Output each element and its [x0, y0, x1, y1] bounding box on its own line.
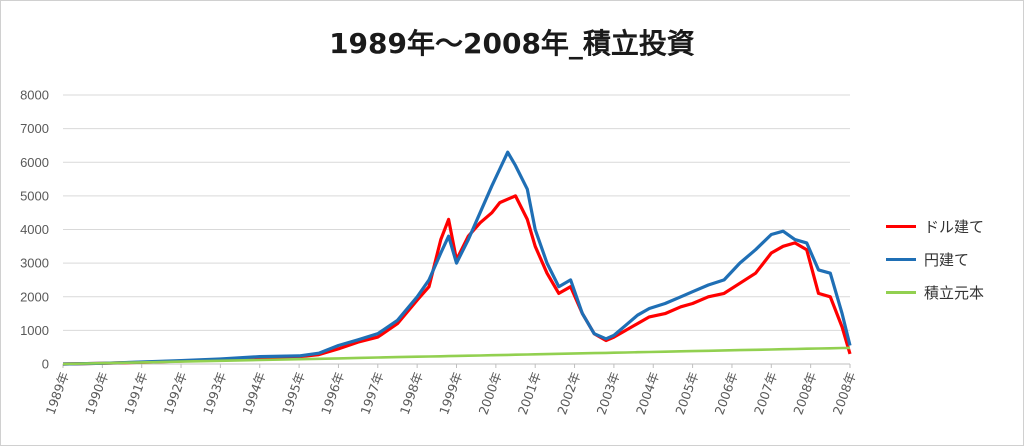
gridlines	[63, 94, 850, 365]
y-axis: 0 1000 2000 3000 4000 5000 6000 7000 8000	[20, 88, 49, 372]
x-tick-label: 2002年	[554, 370, 583, 417]
y-tick-label: 4000	[20, 222, 49, 237]
x-axis: 1989年 1990年 1991年 1992年 1993年 1994年 1995年 1996年…	[43, 364, 859, 417]
x-tick-label: 2008年	[830, 370, 859, 417]
legend-item-yen: 円建て	[886, 243, 984, 276]
x-tick-label: 2007年	[751, 370, 780, 417]
y-tick-label: 6000	[20, 155, 49, 170]
x-tick-label: 1990年	[82, 370, 111, 417]
chart-title: 1989年～2008年_積立投資	[329, 27, 695, 60]
series-line-yen	[62, 150, 852, 366]
legend-swatch-yen	[886, 258, 916, 261]
x-tick-label: 2006年	[712, 370, 741, 417]
legend-swatch-dollar	[886, 225, 916, 228]
y-tick-label: 3000	[20, 256, 49, 271]
x-tick-label: 1991年	[121, 370, 150, 417]
x-tick-label: 1989年	[43, 370, 72, 417]
y-tick-label: 2000	[20, 289, 49, 304]
series-lines	[62, 150, 852, 366]
legend-item-principal: 積立元本	[886, 276, 984, 309]
x-tick-label: 2005年	[672, 370, 701, 417]
x-tick-label: 1996年	[318, 370, 347, 417]
x-tick-label: 2001年	[515, 370, 544, 417]
y-tick-label: 8000	[20, 88, 49, 103]
y-tick-label: 0	[42, 357, 49, 372]
legend-label-principal: 積立元本	[924, 284, 985, 302]
x-tick-label: 1992年	[161, 370, 190, 417]
y-tick-label: 1000	[20, 323, 49, 338]
x-tick-label: 1997年	[357, 370, 386, 417]
legend-label-yen: 円建て	[924, 251, 970, 269]
legend-item-dollar: ドル建て	[886, 210, 984, 243]
legend: ドル建て 円建て 積立元本	[886, 210, 984, 309]
x-tick-label: 1999年	[436, 370, 465, 417]
x-tick-label: 2008年	[790, 370, 819, 417]
legend-label-dollar: ドル建て	[924, 218, 985, 236]
x-tick-label: 2000年	[475, 370, 504, 417]
x-tick-label: 1998年	[397, 370, 426, 417]
legend-swatch-principal	[886, 291, 916, 294]
y-tick-label: 7000	[20, 121, 49, 136]
series-line-dollar	[62, 194, 852, 366]
x-tick-label: 1993年	[200, 370, 229, 417]
x-tick-label: 2003年	[593, 370, 622, 417]
x-tick-label: 1995年	[279, 370, 308, 417]
series-line-principal	[62, 346, 851, 366]
x-tick-label: 2004年	[633, 370, 662, 417]
x-tick-label: 1994年	[239, 370, 268, 417]
y-tick-label: 5000	[20, 188, 49, 203]
